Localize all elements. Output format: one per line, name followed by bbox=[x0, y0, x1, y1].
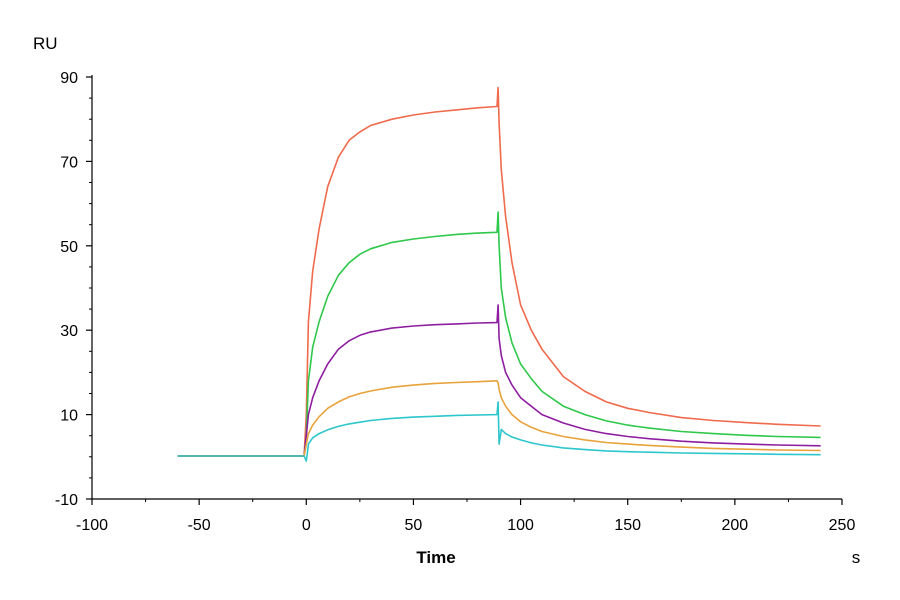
series-line-1 bbox=[177, 86, 821, 457]
series-layer bbox=[177, 86, 821, 462]
x-axis-title: Time bbox=[416, 548, 455, 567]
series-line-5 bbox=[177, 401, 821, 462]
series-line-2 bbox=[177, 211, 821, 457]
y-tick-label: 50 bbox=[60, 239, 78, 256]
x-tick-label: 0 bbox=[302, 517, 311, 534]
series-line-4 bbox=[177, 379, 821, 457]
x-tick-label: -100 bbox=[76, 517, 108, 534]
x-tick-label: 150 bbox=[614, 517, 641, 534]
y-unit-label: RU bbox=[33, 34, 58, 53]
x-tick-label: -50 bbox=[188, 517, 211, 534]
y-tick-label: 90 bbox=[60, 70, 78, 87]
x-tick-label: 250 bbox=[829, 517, 856, 534]
x-tick-label: 100 bbox=[507, 517, 534, 534]
x-tick-label: 50 bbox=[405, 517, 423, 534]
series-line-3 bbox=[177, 304, 821, 457]
y-tick-label: 70 bbox=[60, 154, 78, 171]
y-tick-label: 10 bbox=[60, 408, 78, 425]
axes: -10 10 30 50 70 90 -100 -50 0 50 100 150 200 250 bbox=[55, 70, 856, 534]
y-tick-label: -10 bbox=[55, 492, 78, 509]
x-tick-label: 200 bbox=[722, 517, 749, 534]
y-tick-label: 30 bbox=[60, 323, 78, 340]
x-unit-label: s bbox=[852, 548, 861, 567]
